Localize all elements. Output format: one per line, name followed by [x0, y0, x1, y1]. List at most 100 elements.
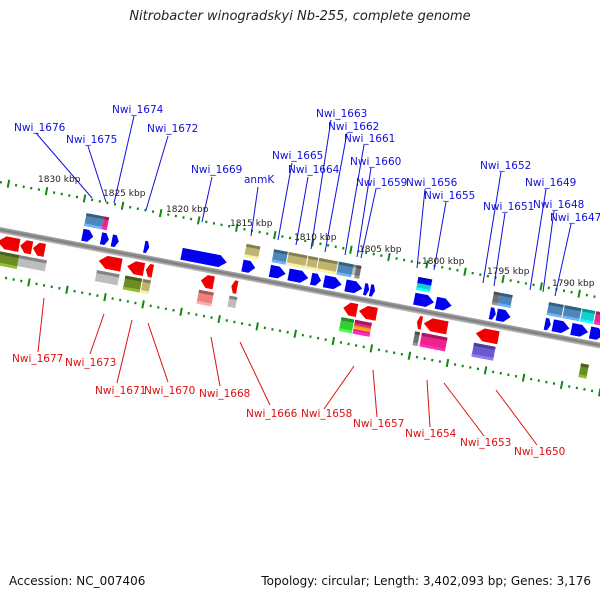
tick-mark-lower: [431, 358, 434, 362]
reverse-cds-arrow-body: [32, 242, 46, 257]
forward-label-leader-line: [113, 115, 135, 204]
tick-mark-lower: [248, 323, 251, 327]
tick-mark-upper: [456, 268, 459, 272]
forward-gene-label: Nwi_1664: [288, 164, 340, 176]
reverse-feature-block: [196, 289, 214, 307]
tick-mark-upper: [532, 283, 535, 287]
reverse-cds-arrow-body: [0, 236, 21, 252]
tick-mark-upper: [167, 213, 170, 216]
tick-mark-lower: [339, 341, 343, 344]
reverse-cds-arrow: [20, 240, 34, 255]
reverse-cds-arrow-body: [200, 275, 215, 290]
reverse-feature-block-shade: [122, 286, 141, 293]
forward-feature-block-shade: [499, 292, 513, 298]
reverse-feature-block: [226, 295, 238, 311]
tick-mark-upper: [243, 227, 246, 231]
axis-tick-label: 1795 kbp: [487, 267, 530, 277]
forward-cds-arrow-shade: [495, 317, 504, 322]
tick-mark-upper: [304, 239, 307, 243]
tick-mark-lower: [42, 283, 46, 287]
forward-cds-arrow: [143, 240, 150, 254]
tick-mark-lower: [392, 351, 396, 355]
forward-label-leader-line: [35, 132, 93, 199]
tick-mark-upper: [136, 207, 140, 211]
tick-mark-lower: [263, 326, 267, 330]
forward-cds-arrow-shade: [268, 274, 278, 279]
tick-mark-upper: [82, 194, 87, 203]
forward-cds-arrow: [434, 296, 452, 311]
tick-mark-lower: [575, 386, 579, 390]
forward-label-leader-line: [310, 119, 332, 250]
reverse-label-leader-line: [210, 336, 221, 387]
tick-mark-upper: [501, 274, 505, 284]
reverse-cds-arrow: [416, 316, 424, 330]
forward-feature-block: [580, 308, 596, 324]
tick-mark-lower: [583, 388, 586, 391]
forward-feature-block-shade: [493, 291, 500, 296]
reverse-feature-block-shade: [198, 289, 214, 296]
tick-mark-lower: [88, 292, 92, 296]
forward-cds-arrow-shade: [570, 332, 581, 337]
forward-feature-block: [336, 261, 354, 278]
forward-cds-arrow-shade: [143, 249, 147, 254]
axis-tick-label: 1790 kbp: [552, 279, 595, 289]
tick-mark-upper: [349, 245, 353, 254]
forward-feature-block-shade: [101, 226, 108, 231]
reverse-feature-block-shade: [338, 328, 353, 334]
reverse-label-leader-line: [426, 379, 431, 428]
tick-mark-lower: [179, 307, 183, 316]
reverse-cds-arrow-shade: [205, 285, 213, 290]
forward-cds-arrow: [570, 322, 589, 337]
reverse-feature-block-shade: [353, 327, 371, 332]
forward-feature-block: [417, 276, 433, 286]
tick-mark-upper: [471, 271, 474, 275]
forward-cds-arrow: [368, 284, 376, 297]
forward-cds-arrow: [287, 268, 309, 283]
reverse-cds-arrow: [231, 280, 239, 294]
genome-title: Nitrobacter winogradskyi Nb-255, complet…: [129, 9, 471, 24]
forward-label-leader-line: [482, 171, 502, 284]
forward-label-leader-line: [356, 167, 372, 258]
tick-mark-upper: [342, 246, 345, 250]
tick-mark-lower: [369, 344, 374, 353]
accession-text: Accession: NC_007406: [9, 574, 146, 588]
tick-mark-upper: [380, 254, 383, 257]
forward-feature-block: [497, 292, 513, 308]
reverse-label-leader-line: [147, 322, 169, 383]
tick-mark-lower: [438, 360, 442, 363]
forward-cds-arrow-shade: [543, 327, 548, 331]
forward-cds-arrow-body: [488, 307, 496, 320]
tick-mark-upper: [410, 260, 414, 263]
reverse-feature-block: [16, 255, 34, 272]
tick-mark-lower: [476, 367, 480, 371]
forward-feature-block: [316, 257, 338, 275]
forward-gene-label: Nwi_1665: [272, 150, 323, 162]
tick-mark-lower: [286, 330, 289, 334]
reverse-feature-block-shade: [124, 275, 143, 282]
reverse-feature-block-shade: [30, 268, 45, 275]
forward-cds-arrow: [413, 292, 434, 307]
tick-mark-lower: [301, 333, 305, 337]
tick-mark-upper: [281, 235, 284, 238]
tick-mark-upper: [539, 282, 543, 291]
forward-feature-block-shade: [416, 287, 431, 293]
reverse-feature-block-shade: [228, 295, 238, 301]
tick-mark-upper: [30, 186, 33, 190]
reverse-gene-label: Nwi_1658: [301, 408, 352, 420]
tick-mark-lower: [514, 374, 518, 378]
tick-mark-upper: [227, 224, 231, 228]
tick-mark-upper: [577, 289, 581, 298]
tick-mark-lower: [141, 300, 145, 309]
reverse-feature-block-shade: [226, 306, 236, 311]
forward-cds-arrow-shade: [81, 237, 88, 242]
tick-mark-upper: [463, 267, 467, 276]
reverse-feature-block: [122, 275, 143, 293]
reverse-cds-arrow-body: [145, 264, 155, 278]
tick-mark-upper: [273, 230, 277, 240]
forward-gene-label: Nwi_1660: [350, 156, 401, 168]
forward-feature-block: [306, 255, 319, 271]
tick-mark-lower: [354, 344, 358, 347]
tick-mark-lower: [499, 371, 502, 375]
tick-mark-upper: [235, 223, 239, 232]
tick-mark-lower: [225, 319, 228, 322]
